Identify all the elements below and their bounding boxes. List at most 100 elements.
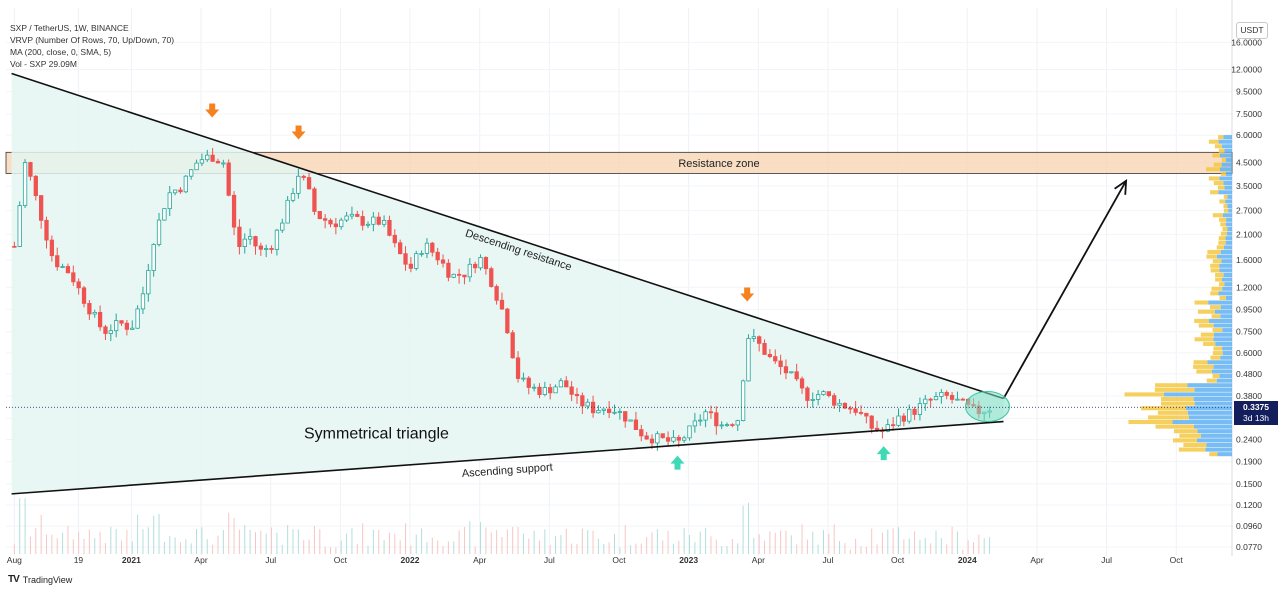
candle	[130, 327, 135, 330]
candle	[858, 412, 864, 414]
vp-row-up	[1218, 139, 1232, 144]
vp-row-down	[1208, 139, 1219, 144]
vp-row-down	[1212, 351, 1223, 356]
vp-row-down	[1212, 153, 1220, 158]
vp-row-down	[1155, 383, 1188, 388]
vp-row-down	[1218, 282, 1225, 287]
vp-row-up	[1222, 328, 1232, 333]
ascending-support-label: Ascending support	[461, 461, 553, 480]
vp-row-up	[1223, 245, 1232, 250]
price-tick-label: 0.9500	[1236, 304, 1262, 314]
vp-row-down	[1193, 364, 1214, 369]
apex-highlight	[965, 391, 1011, 423]
candle	[606, 408, 612, 413]
candle	[596, 409, 601, 414]
vp-row-up	[1188, 415, 1232, 420]
price-axis[interactable]: 16.0000 12.0000 9.5000 7.5000 6.0000 4.5000 3.…	[1231, 37, 1262, 552]
tradingview-logo-icon: TV	[8, 574, 20, 585]
vp-row-up	[1219, 268, 1232, 273]
candle	[39, 195, 44, 221]
candle	[917, 403, 923, 415]
vp-row-down	[1194, 318, 1209, 323]
current-price-value: 0.3375	[1243, 402, 1269, 413]
candle	[215, 160, 221, 164]
candle	[349, 213, 355, 217]
price-tick-label: 1.2000	[1236, 282, 1262, 292]
time-tick-label: Jul	[1101, 555, 1112, 565]
vp-row-down	[1220, 231, 1227, 236]
vp-row-up	[1187, 383, 1232, 388]
vp-row-down	[1210, 268, 1220, 273]
candle	[933, 396, 939, 401]
vp-row-down	[1172, 438, 1197, 443]
vp-row-up	[1222, 286, 1232, 291]
vp-row-up	[1224, 282, 1232, 287]
vp-row-down	[1215, 272, 1224, 278]
vp-row-down	[1218, 135, 1224, 140]
down-arrow-icon	[740, 287, 755, 302]
candle	[885, 424, 890, 432]
legend-ma[interactable]: MA (200, close, 0, SMA, 5)	[10, 47, 112, 57]
time-tick-label: Apr	[473, 555, 486, 565]
tradingview-branding[interactable]: TV TradingView	[8, 574, 72, 585]
projection-arrow-line	[1002, 180, 1127, 399]
vp-row-down	[1218, 240, 1226, 245]
price-tick-label: 0.6000	[1236, 348, 1262, 358]
vp-row-down	[1218, 236, 1226, 241]
candle	[183, 175, 188, 193]
descending-resistance-line	[11, 72, 1004, 400]
vp-row-down	[1128, 419, 1173, 425]
time-tick-label: Oct	[612, 555, 626, 565]
currency-unit-button[interactable]: USDT	[1236, 22, 1268, 39]
candle	[628, 419, 633, 422]
candle	[521, 377, 526, 380]
candle	[960, 398, 965, 401]
vp-row-down	[1174, 429, 1198, 434]
vp-row-down	[1218, 148, 1225, 153]
annotation-marks	[205, 103, 891, 470]
vp-row-up	[1215, 341, 1232, 346]
candle	[757, 336, 762, 344]
vp-row-down	[1217, 185, 1225, 190]
candle	[644, 435, 649, 440]
candle	[810, 399, 815, 401]
price-tick-label: 9.5000	[1236, 87, 1262, 97]
legend-vrvp[interactable]: VRVP (Number Of Rows, 70, Up/Down, 70)	[10, 35, 175, 45]
candle	[49, 239, 55, 257]
candle	[119, 320, 124, 324]
candle	[901, 415, 906, 422]
vp-row-up	[1225, 222, 1232, 227]
candle	[510, 332, 515, 359]
candle	[151, 244, 156, 271]
legend-symbol[interactable]: SXP / TetherUS, 1W, BINANCE	[10, 23, 129, 33]
candle	[542, 387, 547, 395]
legend-volume[interactable]: Vol - SXP 29.09M	[10, 59, 77, 69]
candle	[264, 248, 269, 250]
price-tick-label: 0.1500	[1236, 479, 1262, 489]
candle	[896, 415, 901, 426]
candle	[649, 438, 655, 444]
time-tick-label: 2023	[679, 555, 698, 565]
candle	[912, 408, 917, 415]
vp-row-down	[1212, 213, 1223, 218]
candle	[794, 371, 799, 380]
candle	[665, 437, 671, 442]
candle	[44, 219, 49, 241]
vp-row-up	[1223, 135, 1232, 140]
price-tick-label: 0.2400	[1236, 434, 1262, 444]
candle	[612, 411, 617, 414]
candle	[435, 251, 440, 261]
vp-row-up	[1224, 148, 1232, 153]
vp-row-up	[1225, 236, 1232, 241]
candle	[22, 162, 28, 206]
candle	[140, 293, 146, 310]
vp-row-up	[1194, 401, 1232, 406]
vp-row-up	[1211, 369, 1232, 374]
candle	[821, 391, 826, 395]
time-axis[interactable]: Aug 19 2021 Apr Jul Oct 2022 Apr Jul Oct 2023 Apr Ju…	[7, 555, 1184, 565]
vp-row-up	[1226, 231, 1232, 236]
vp-row-up	[1217, 452, 1232, 457]
candle	[103, 326, 108, 334]
candle	[194, 162, 199, 171]
